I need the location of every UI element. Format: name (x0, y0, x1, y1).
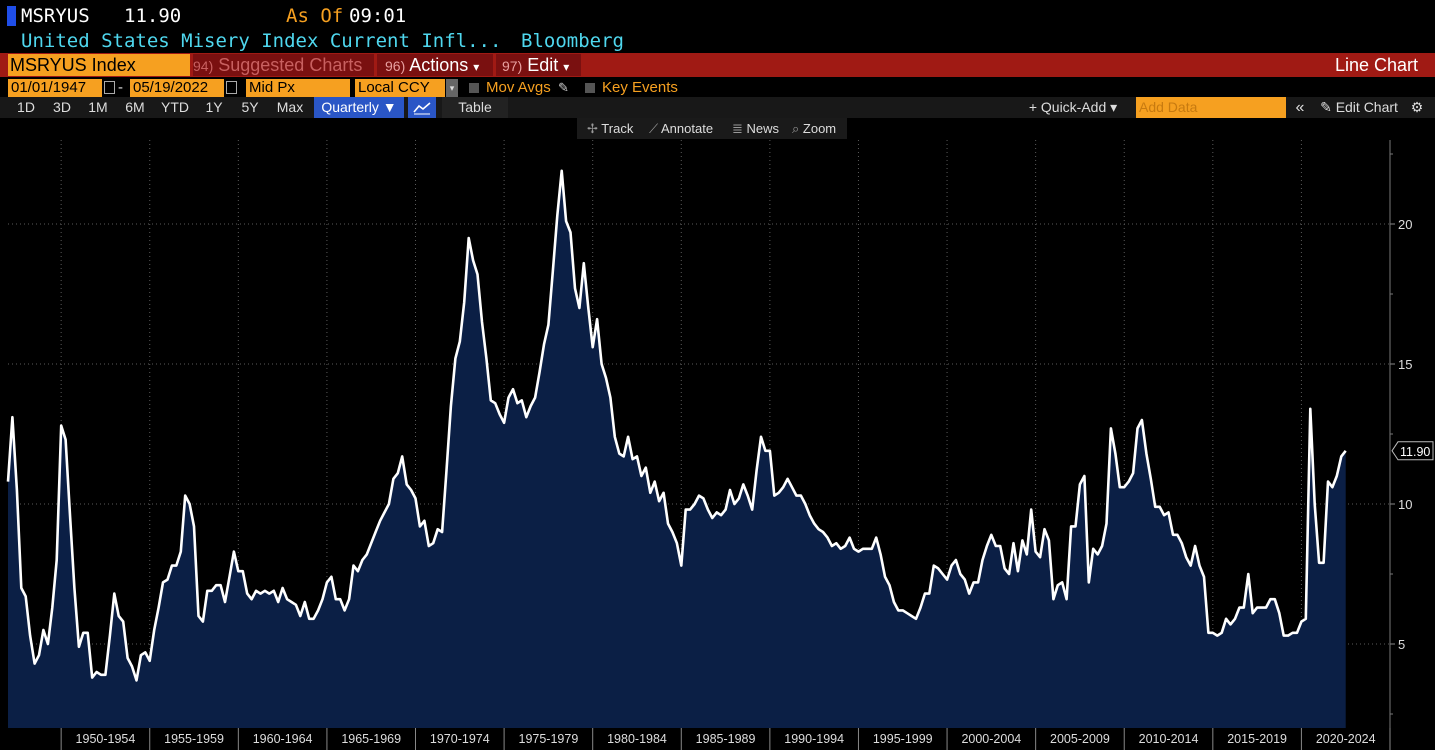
y-tick-label: 20 (1398, 217, 1412, 232)
chart-type-label: Line Chart (1334, 55, 1418, 75)
x-axis: 1950-1954 1955-1959 1960-1964 1965-1969 1970… (60, 728, 1391, 750)
edit-chart-pencil-icon: ✎ (1320, 99, 1332, 115)
x-tick-label: 1975-1979 (519, 732, 579, 746)
x-tick-label: 1970-1974 (430, 732, 490, 746)
y-tick-label: 5 (1398, 637, 1405, 652)
last-value-text: 11.90 (1400, 445, 1430, 459)
settings-gear-icon[interactable]: ⚙ (1410, 99, 1424, 115)
last-value-box (1391, 441, 1434, 461)
pencil-icon[interactable]: ✎ (558, 80, 569, 95)
edit-caret-icon: ▾ (563, 60, 570, 74)
x-tick-label: 1950-1954 (76, 732, 136, 746)
description-bar: United States Misery Index Current Infl.… (0, 30, 1435, 52)
news-icon: ≣ (732, 121, 743, 136)
key-events-checkbox[interactable] (585, 83, 595, 93)
track-tool[interactable]: ✢ Track (587, 118, 633, 139)
last-value: 11.90 (124, 5, 182, 27)
line-chart[interactable]: 5 10 15 20 1950-1954 1955-1959 1960-1964 1965-… (0, 120, 1435, 750)
period-button-6m[interactable]: 6M (125, 99, 145, 115)
chart-tools: ✢ Track ⟋ Annotate ≣ News ⌕ Zoom (577, 118, 847, 139)
x-tick-label: 1985-1989 (696, 732, 756, 746)
x-tick-label: 1990-1994 (784, 732, 844, 746)
date-separator: - (118, 79, 123, 96)
y-tick-label: 15 (1398, 357, 1412, 372)
x-tick-label: 1995-1999 (873, 732, 933, 746)
zoom-icon: ⌕ (792, 121, 800, 136)
add-data-input[interactable]: Add Data (1136, 97, 1286, 118)
currency-dropdown-icon[interactable]: ▾ (446, 79, 458, 97)
news-tool[interactable]: ≣ News (732, 118, 779, 139)
mov-avgs-label: Mov Avgs (486, 79, 551, 96)
series-line (6, 169, 1347, 682)
actions-number: 96) (385, 58, 406, 74)
end-calendar-icon[interactable] (226, 81, 237, 94)
actions-label: Actions (409, 55, 469, 75)
x-tick-label: 1980-1984 (607, 732, 667, 746)
collapse-icon[interactable]: « (1295, 99, 1305, 116)
suggested-charts-label: Suggested Charts (218, 55, 363, 75)
title-bar: MSRYUS 11.90 As Of 09:01 (0, 4, 1435, 28)
track-icon: ✢ (587, 121, 598, 136)
x-tick-label: 1960-1964 (253, 732, 313, 746)
key-events-label: Key Events (602, 79, 678, 96)
currency-select[interactable]: Local CCY (355, 79, 445, 97)
x-tick-label: 1965-1969 (341, 732, 401, 746)
security-color-marker (7, 6, 16, 26)
data-source: Bloomberg (521, 30, 624, 52)
as-of-time: 09:01 (349, 5, 407, 27)
security-description: United States Misery Index Current Infl.… (21, 30, 502, 52)
as-of-label: As Of (286, 5, 344, 27)
end-date-field[interactable]: 05/19/2022 (130, 79, 224, 97)
security-field[interactable]: MSRYUS Index (8, 54, 190, 76)
start-date-field[interactable]: 01/01/1947 (8, 79, 102, 97)
x-tick-label: 2010-2014 (1139, 732, 1199, 746)
x-tick-label: 2015-2019 (1227, 732, 1287, 746)
y-tick-label: 10 (1398, 497, 1412, 512)
price-field-select[interactable]: Mid Px (246, 79, 350, 97)
period-button-1y[interactable]: 1Y (205, 99, 223, 115)
period-button-max[interactable]: Max (276, 99, 304, 115)
x-tick-label: 2000-2004 (961, 732, 1021, 746)
line-chart-icon[interactable] (408, 97, 436, 118)
annotate-icon: ⟋ (649, 121, 659, 136)
annotate-label: Annotate (661, 121, 714, 136)
zoom-label: Zoom (802, 121, 837, 136)
edit-button[interactable]: 97) Edit ▾ (496, 54, 581, 76)
parameters-bar: 01/01/1947 - 05/19/2022 Mid Px Local CCY… (0, 78, 1435, 98)
period-button-5y[interactable]: 5Y (241, 99, 259, 115)
suggested-charts-button[interactable]: 94) Suggested Charts (193, 54, 374, 76)
mov-avgs-checkbox[interactable] (469, 83, 479, 93)
period-button-1m[interactable]: 1M (88, 99, 108, 115)
actions-button[interactable]: 96) Actions ▾ (377, 54, 493, 76)
table-button[interactable]: Table (442, 97, 508, 118)
period-button-1d[interactable]: 1D (17, 99, 35, 115)
track-label: Track (601, 121, 634, 136)
x-tick-label: 1955-1959 (164, 732, 224, 746)
x-tick-label: 2005-2009 (1050, 732, 1110, 746)
actions-caret-icon: ▾ (473, 60, 480, 74)
frequency-select[interactable]: Quarterly ▼ (314, 97, 404, 118)
period-button-ytd[interactable]: YTD (161, 99, 189, 115)
menu-bar: MSRYUS Index 94) Suggested Charts 96) Ac… (0, 53, 1435, 77)
edit-chart-button[interactable]: ✎ Edit Chart (1313, 97, 1405, 118)
edit-chart-label: Edit Chart (1335, 99, 1398, 115)
zoom-tool[interactable]: ⌕ Zoom (792, 118, 836, 139)
period-button-3d[interactable]: 3D (53, 99, 71, 115)
ticker: MSRYUS (21, 5, 90, 27)
series-area (8, 170, 1346, 729)
quick-add-button[interactable]: + Quick-Add ▾ (1028, 99, 1118, 115)
suggested-charts-number: 94) (193, 58, 214, 74)
news-label: News (746, 121, 780, 136)
annotate-tool[interactable]: ⟋ Annotate (649, 118, 713, 139)
edit-number: 97) (502, 58, 523, 74)
period-toolbar: 1D 3D 1M 6M YTD 1Y 5Y Max Quarterly ▼ Ta… (0, 97, 1435, 118)
y-axis: 5 10 15 20 (1389, 140, 1412, 728)
last-value-label: 11.90 (1391, 441, 1434, 461)
start-calendar-icon[interactable] (104, 81, 115, 94)
edit-label: Edit (527, 55, 559, 75)
x-tick-label: 2020-2024 (1316, 732, 1376, 746)
